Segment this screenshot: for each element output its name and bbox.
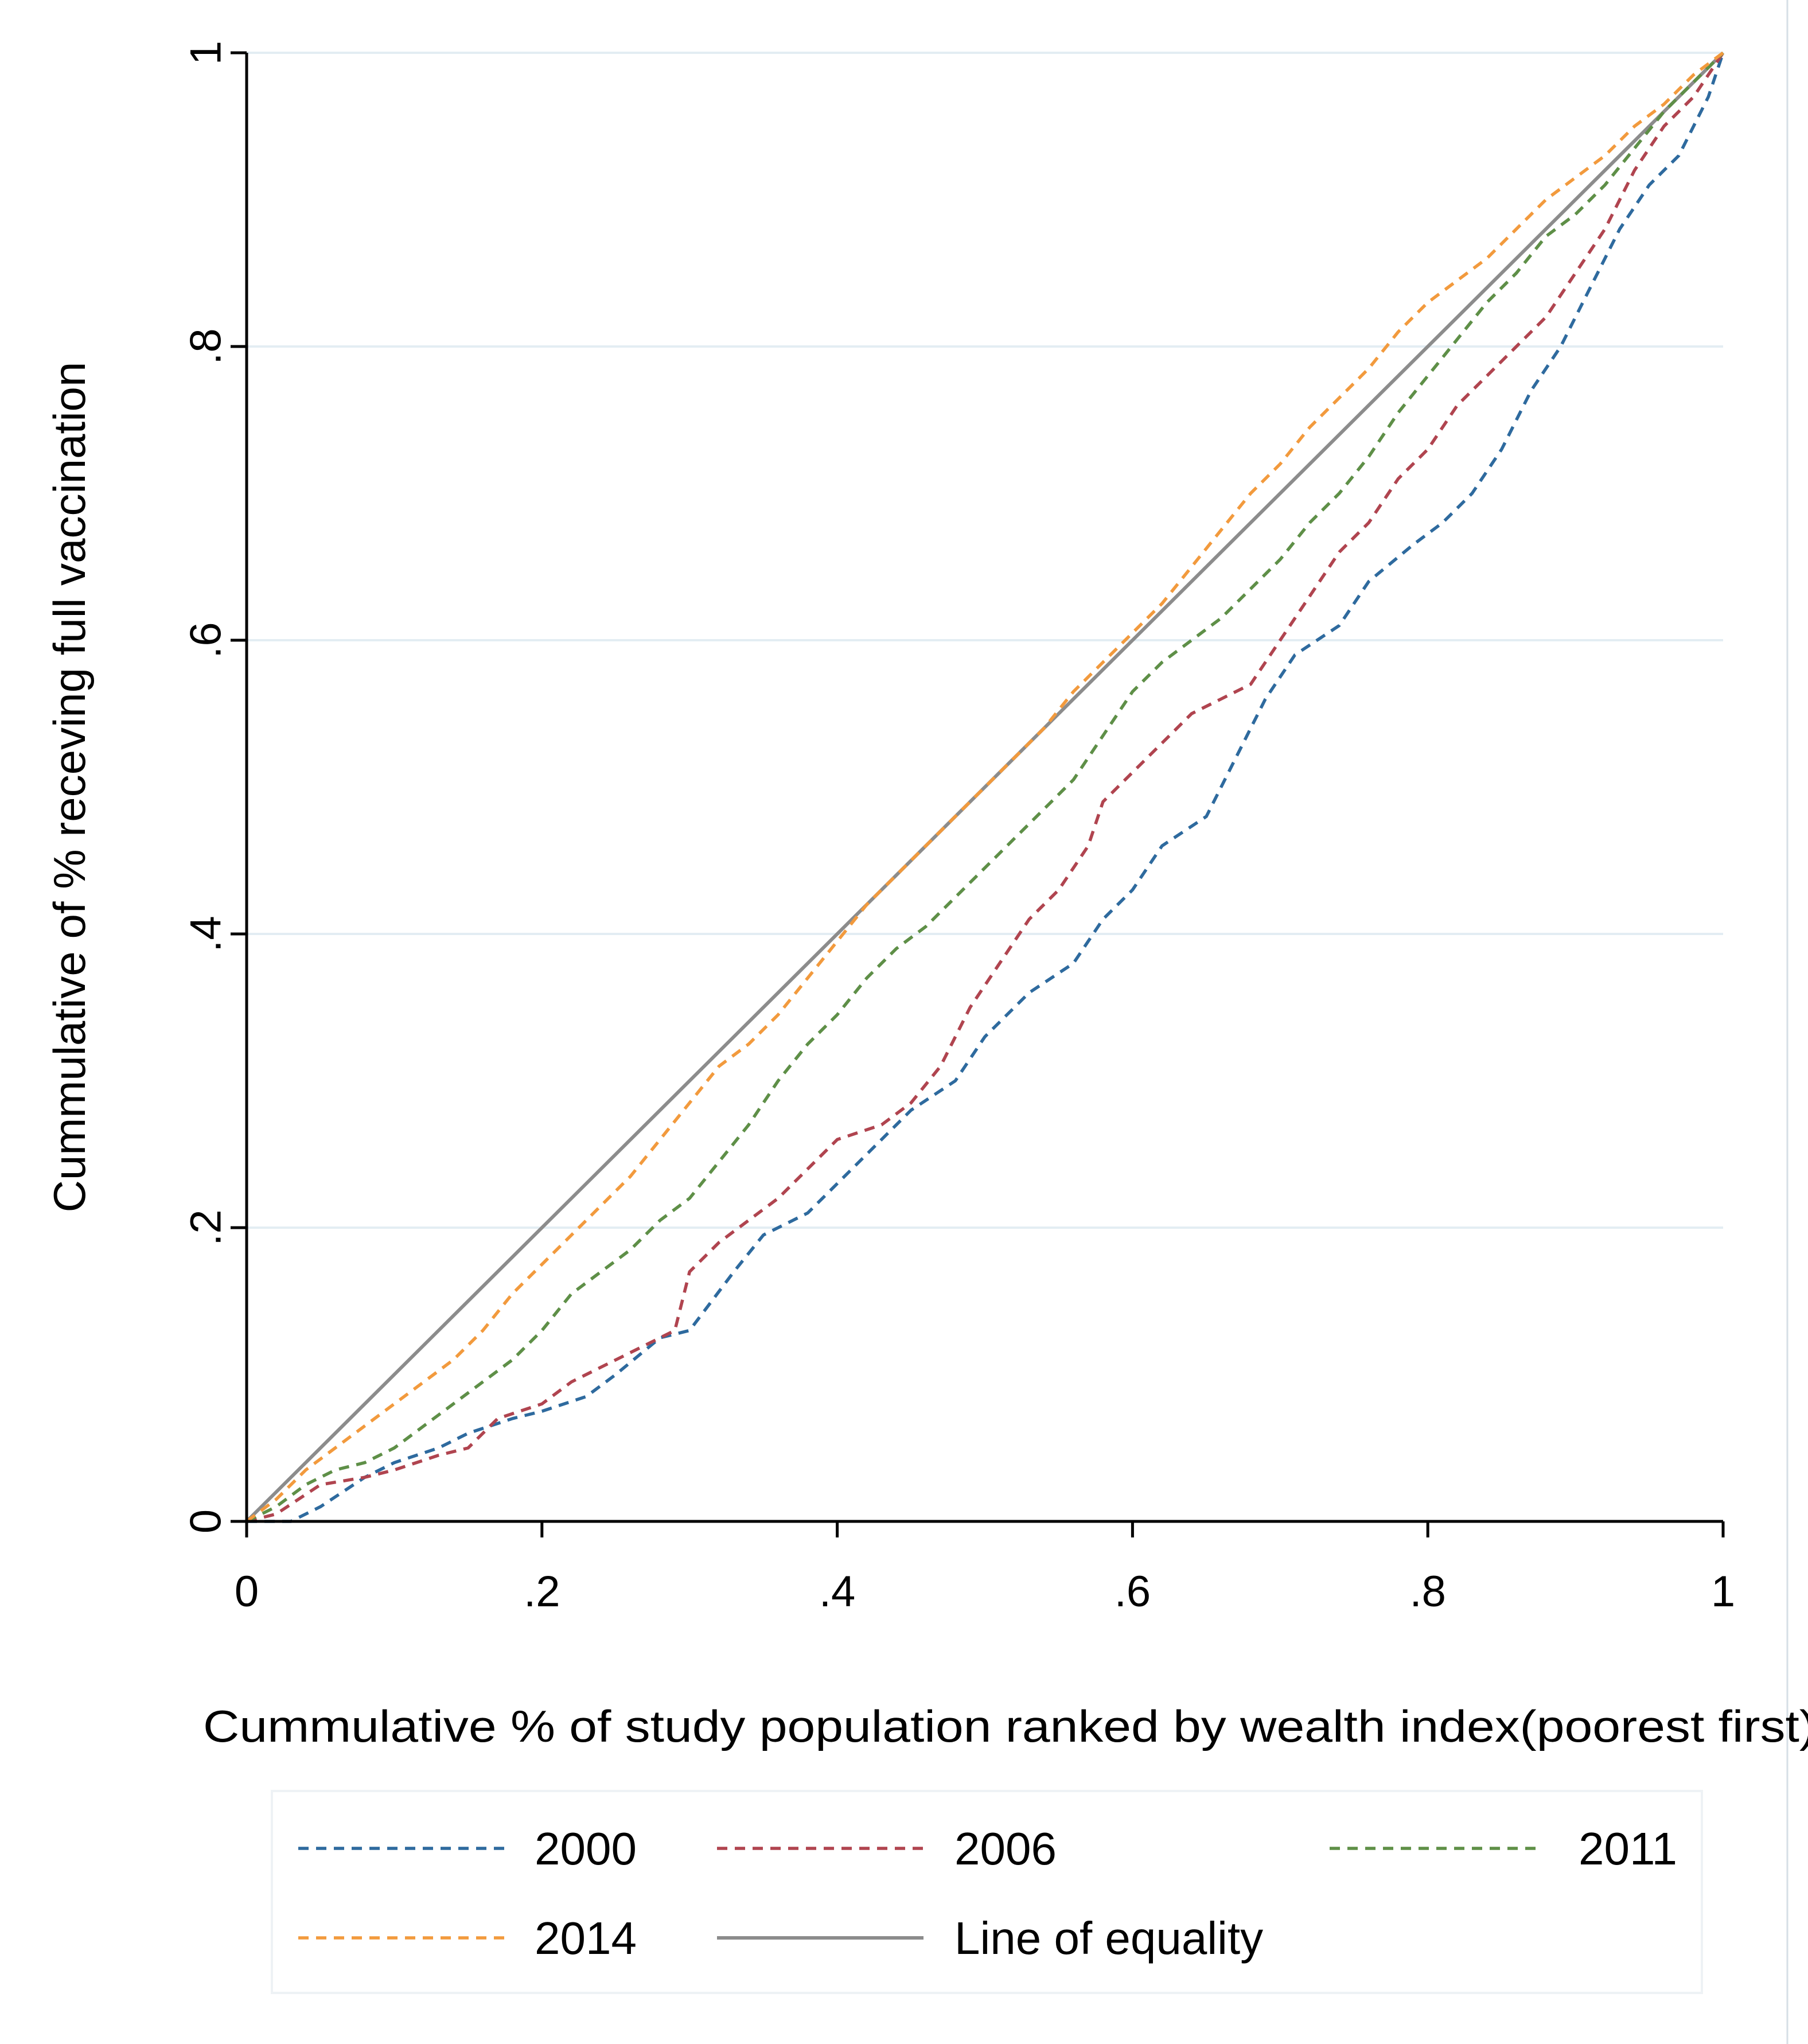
y-tick-label: 1 [182,41,231,65]
x-tick-label: .4 [819,1567,855,1616]
series-line-2011 [246,52,1724,1523]
legend-box [271,1790,1703,1994]
legend-label-2000: 2000 [535,1823,637,1874]
y-tick-label: .4 [182,916,231,952]
y-tick-label: 0 [182,1509,231,1533]
series-line-line-of-equality [245,51,1725,1523]
y-axis-title: Cummulative of % receving full vaccinati… [44,362,95,1213]
y-tick-label: .2 [182,1209,231,1245]
series-line-2014 [246,51,1724,1523]
series-lines [245,51,1725,1523]
legend: 2000 2006 2011 2014 Line of equality [298,1823,1677,1964]
x-axis-title: Cummulative % of study population ranked… [203,1701,1808,1751]
y-tick-label: .8 [182,328,231,364]
axis-ticks: 0 .2 .4 .6 .8 1 0 .2 .4 .6 .8 1 [182,41,1736,1616]
x-tick-label: 1 [1711,1567,1735,1616]
x-tick-label: .8 [1410,1567,1446,1616]
legend-label-2011: 2011 [1579,1823,1677,1874]
legend-label-2006: 2006 [954,1823,1057,1874]
legend-label-2014: 2014 [535,1913,637,1964]
legend-label-line-of-equality: Line of equality [954,1913,1263,1964]
x-tick-label: .2 [524,1567,560,1616]
series-line-2000 [247,52,1725,1523]
series-line-2006 [246,52,1725,1523]
x-tick-label: 0 [235,1567,259,1616]
x-tick-label: .6 [1115,1567,1151,1616]
y-tick-label: .6 [182,622,231,658]
gridlines [247,52,1723,1229]
